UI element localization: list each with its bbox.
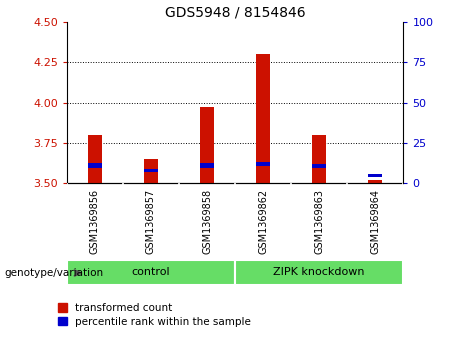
Bar — [144, 159, 158, 183]
Bar — [200, 107, 214, 183]
Bar — [88, 163, 102, 168]
Bar — [256, 54, 270, 183]
Bar — [312, 164, 326, 168]
Text: GSM1369863: GSM1369863 — [314, 189, 324, 254]
Bar — [256, 162, 270, 166]
Text: GSM1369857: GSM1369857 — [146, 189, 156, 254]
Bar — [88, 135, 102, 183]
Bar — [368, 174, 382, 177]
Text: GSM1369856: GSM1369856 — [90, 189, 100, 254]
Bar — [368, 180, 382, 183]
Bar — [67, 260, 235, 285]
Bar — [312, 135, 326, 183]
Bar — [144, 169, 158, 172]
Bar — [200, 163, 214, 168]
Title: GDS5948 / 8154846: GDS5948 / 8154846 — [165, 5, 306, 19]
Text: genotype/variation: genotype/variation — [5, 268, 104, 278]
Legend: transformed count, percentile rank within the sample: transformed count, percentile rank withi… — [58, 303, 251, 326]
Text: GSM1369862: GSM1369862 — [258, 189, 268, 254]
Text: control: control — [132, 267, 170, 277]
Text: GSM1369864: GSM1369864 — [370, 189, 380, 254]
Text: ZIPK knockdown: ZIPK knockdown — [273, 267, 365, 277]
Bar — [235, 260, 403, 285]
Text: GSM1369858: GSM1369858 — [202, 189, 212, 254]
